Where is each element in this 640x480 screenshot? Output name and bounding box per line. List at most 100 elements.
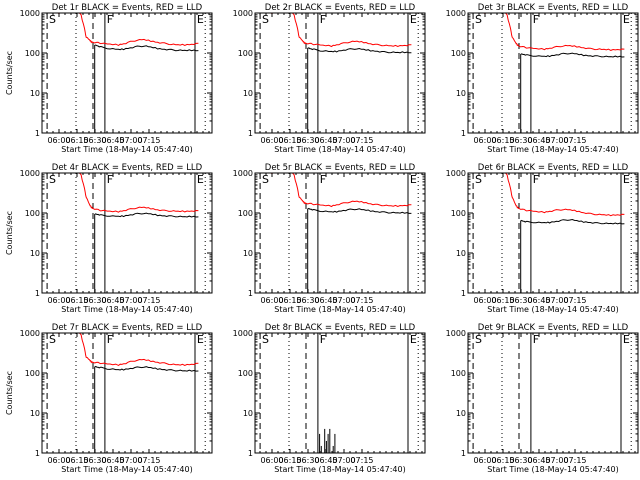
plot-frame — [467, 12, 639, 134]
phase-marker-s: S — [262, 13, 269, 26]
x-tick-label: 06:45 — [527, 456, 550, 465]
events-series-line — [94, 365, 199, 453]
plot-frame — [254, 172, 426, 294]
x-tick-label: 06:15 — [278, 456, 301, 465]
plot-area — [46, 333, 206, 453]
y-tick-label: 100 — [451, 49, 466, 58]
x-axis-label: Start Time (18-May-14 05:47:40) — [61, 465, 192, 474]
y-tick-label: 1 — [461, 129, 466, 138]
y-tick-label: 10 — [243, 249, 253, 258]
x-tick-label: 06:45 — [101, 296, 124, 305]
x-tick-label: 06:45 — [314, 296, 337, 305]
x-tick-label: 07:15 — [137, 136, 160, 145]
phase-marker-e: E — [197, 13, 204, 26]
x-tick-label: 07:00 — [545, 456, 568, 465]
y-tick-label: 10 — [456, 409, 466, 418]
chart-title: Det 2r BLACK = Events, RED = LLD — [265, 3, 416, 13]
y-tick-label: 1 — [248, 289, 253, 298]
x-tick-label: 06:30 — [509, 296, 532, 305]
events-series-line — [307, 207, 412, 293]
plot-area — [259, 13, 419, 133]
y-tick-label: 1000 — [233, 329, 253, 338]
x-tick-label: 06:15 — [491, 296, 514, 305]
x-tick-label: 06:45 — [101, 136, 124, 145]
x-axis-label: Start Time (18-May-14 05:47:40) — [274, 465, 405, 474]
y-tick-label: 1 — [248, 129, 253, 138]
y-tick-label: 1 — [35, 289, 40, 298]
x-tick-label: 07:15 — [563, 296, 586, 305]
chart-title: Det 4r BLACK = Events, RED = LLD — [52, 163, 203, 173]
x-tick-label: 06:45 — [527, 136, 550, 145]
phase-marker-e: E — [623, 13, 630, 26]
chart-title: Det 6r BLACK = Events, RED = LLD — [478, 163, 629, 173]
chart-title: Det 8r BLACK = Events, RED = LLD — [265, 323, 416, 333]
y-tick-label: 100 — [238, 209, 253, 218]
y-tick-label: 100 — [25, 369, 40, 378]
y-tick-label: 1 — [461, 289, 466, 298]
x-tick-label: 06:45 — [314, 456, 337, 465]
events-series-line — [520, 218, 625, 293]
x-tick-label: 07:00 — [119, 456, 142, 465]
x-tick-label: 07:00 — [332, 136, 355, 145]
plot-frame — [41, 172, 213, 294]
y-tick-label: 10 — [30, 249, 40, 258]
y-tick-label: 1 — [248, 449, 253, 458]
x-tick-label: 06:15 — [65, 136, 88, 145]
phase-marker-s: S — [262, 173, 269, 186]
y-tick-label: 10 — [243, 409, 253, 418]
phase-marker-f: F — [320, 13, 326, 26]
plot-area — [46, 13, 206, 133]
y-tick-label: 100 — [451, 209, 466, 218]
phase-marker-e: E — [197, 333, 204, 346]
y-axis-label: Counts/sec — [5, 371, 14, 415]
y-tick-label: 10 — [30, 409, 40, 418]
x-tick-label: 06:30 — [509, 456, 532, 465]
plot-area — [472, 333, 632, 453]
x-tick-label: 06:00 — [47, 136, 70, 145]
phase-marker-f: F — [320, 333, 326, 346]
plot-area — [259, 173, 419, 293]
lld-series-line — [54, 173, 199, 213]
x-axis-label: Start Time (18-May-14 05:47:40) — [274, 305, 405, 314]
phase-marker-f: F — [107, 13, 113, 26]
x-tick-label: 06:15 — [65, 456, 88, 465]
y-tick-label: 10 — [456, 249, 466, 258]
phase-marker-s: S — [49, 333, 56, 346]
lld-series-line — [267, 173, 412, 208]
phase-marker-f: F — [533, 173, 539, 186]
x-tick-label: 06:00 — [47, 456, 70, 465]
chart-title: Det 5r BLACK = Events, RED = LLD — [265, 163, 416, 173]
y-tick-label: 10 — [30, 89, 40, 98]
phase-marker-e: E — [410, 333, 417, 346]
x-tick-label: 06:45 — [101, 456, 124, 465]
x-tick-label: 06:00 — [47, 296, 70, 305]
lld-series-line — [54, 13, 199, 46]
x-axis-label: Start Time (18-May-14 05:47:40) — [61, 305, 192, 314]
y-tick-label: 100 — [238, 369, 253, 378]
y-tick-label: 100 — [25, 49, 40, 58]
phase-marker-s: S — [475, 13, 482, 26]
y-tick-label: 10 — [456, 89, 466, 98]
plot-frame — [467, 332, 639, 454]
phase-marker-s: S — [49, 173, 56, 186]
x-tick-label: 06:15 — [491, 136, 514, 145]
chart-title: Det 9r BLACK = Events, RED = LLD — [478, 323, 629, 333]
y-tick-label: 1000 — [233, 9, 253, 18]
x-tick-label: 06:15 — [65, 296, 88, 305]
events-series-line — [520, 52, 625, 133]
y-tick-label: 1000 — [20, 169, 40, 178]
x-tick-label: 07:15 — [350, 136, 373, 145]
phase-marker-e: E — [410, 173, 417, 186]
x-tick-label: 07:00 — [545, 296, 568, 305]
lld-series-line — [480, 173, 625, 217]
x-tick-label: 06:15 — [278, 136, 301, 145]
phase-marker-e: E — [623, 333, 630, 346]
x-tick-label: 07:00 — [332, 456, 355, 465]
x-tick-label: 06:00 — [260, 296, 283, 305]
x-tick-label: 07:15 — [137, 456, 160, 465]
x-tick-label: 06:00 — [473, 456, 496, 465]
plot-frame — [467, 172, 639, 294]
plot-frame — [41, 12, 213, 134]
